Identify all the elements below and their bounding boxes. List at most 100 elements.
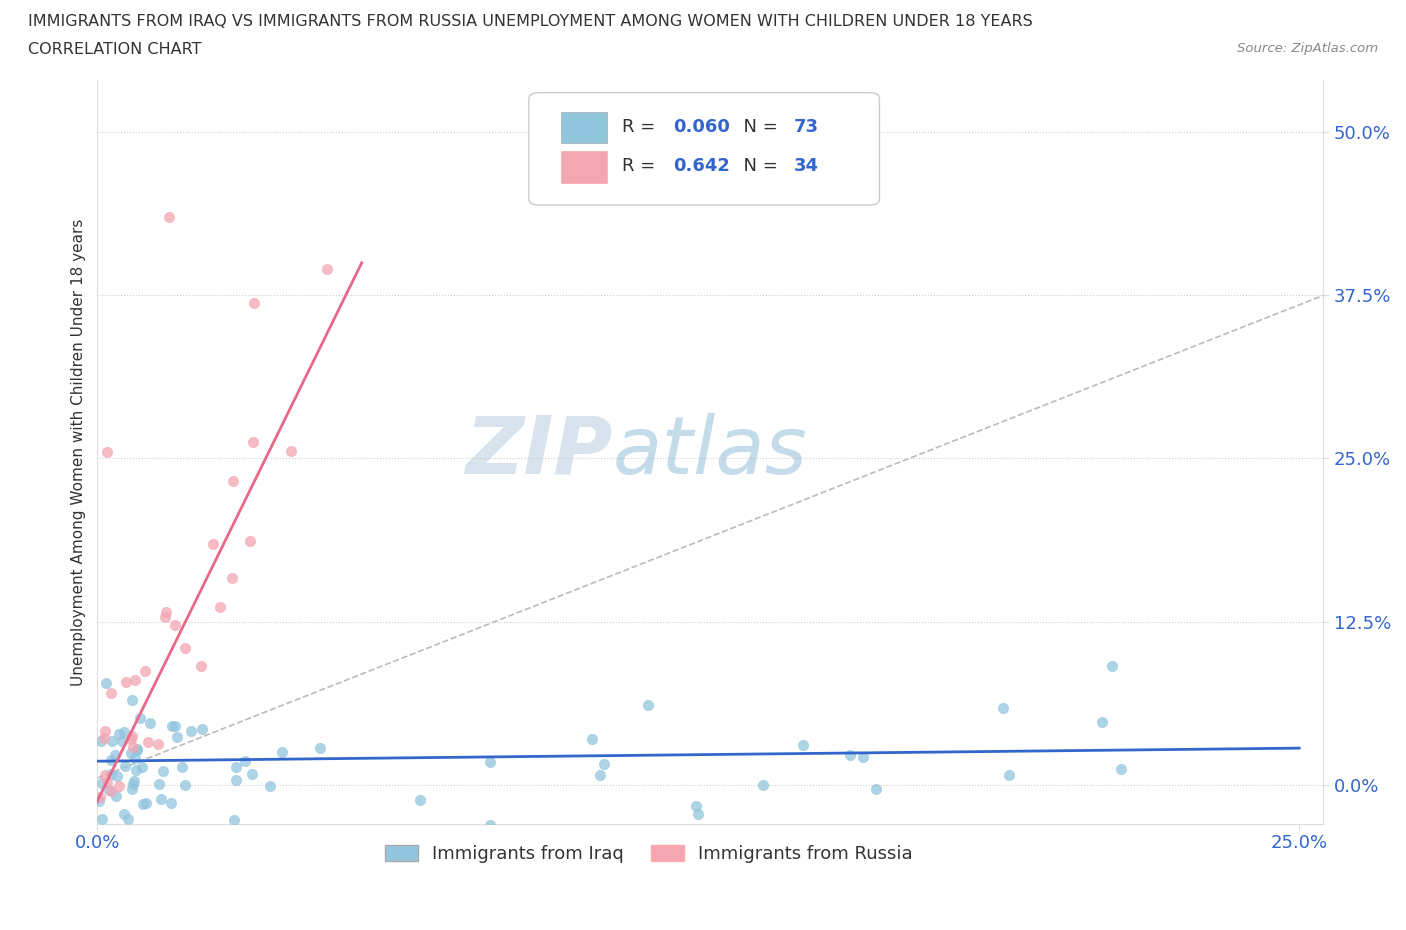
Point [101,734,124,749]
Point [90,776,112,790]
Point [240,766,263,781]
Point [120,745,142,760]
Point [121,781,143,796]
Point [87,793,110,808]
Point [1091,715,1114,730]
Point [225,772,247,787]
Point [998,768,1021,783]
Point [121,777,143,791]
Point [105,769,128,784]
Text: 0.642: 0.642 [673,157,730,176]
Point [242,434,264,449]
Point [94,724,117,738]
Point [104,748,127,763]
Point [90,812,112,827]
Point [686,806,709,821]
Point [124,672,146,687]
Point [839,748,862,763]
Point [221,473,243,488]
Point [97,782,120,797]
Point [134,663,156,678]
Point [173,777,195,792]
Point [108,726,131,741]
Point [94,767,117,782]
Point [685,799,707,814]
Point [1109,762,1132,777]
Point [160,718,183,733]
Point [111,733,134,748]
Point [307,830,329,845]
Point [135,795,157,810]
Point [100,685,122,700]
Point [129,711,152,725]
Point [148,777,170,791]
Text: N =: N = [733,118,785,136]
Point [132,797,155,812]
Text: Source: ZipAtlas.com: Source: ZipAtlas.com [1237,42,1378,55]
Point [173,641,195,656]
Point [479,818,502,833]
Point [991,701,1014,716]
Point [792,737,814,752]
Point [159,209,181,224]
Point [581,731,603,746]
Point [125,763,148,777]
Point [155,604,177,619]
FancyBboxPatch shape [529,93,879,205]
Point [94,676,117,691]
Point [752,777,775,792]
Point [150,791,173,806]
Point [112,724,135,739]
Point [280,444,302,458]
Point [112,838,135,853]
Point [222,813,245,828]
Point [163,618,186,632]
Text: R =: R = [621,157,661,176]
Point [121,739,143,754]
Point [221,570,243,585]
Text: N =: N = [733,157,785,176]
Text: R =: R = [621,118,661,136]
Point [408,792,430,807]
Point [637,698,659,712]
Text: atlas: atlas [612,413,807,491]
Point [121,693,143,708]
FancyBboxPatch shape [561,113,607,143]
Point [87,871,110,886]
Point [225,759,247,774]
Point [100,766,122,781]
Point [259,778,281,793]
Point [184,830,207,845]
Point [588,768,610,783]
Point [114,759,136,774]
Text: ZIP: ZIP [465,413,612,491]
Point [479,755,502,770]
Text: 0.060: 0.060 [673,118,730,136]
Point [190,658,212,673]
Point [315,262,337,277]
Point [89,790,111,804]
Point [121,728,143,743]
Point [115,674,138,689]
Point [180,724,202,738]
Legend: Immigrants from Iraq, Immigrants from Russia: Immigrants from Iraq, Immigrants from Ru… [378,838,920,870]
Point [136,734,159,749]
Point [100,783,122,798]
Point [233,753,256,768]
Point [139,716,162,731]
Point [191,722,214,737]
Point [170,760,193,775]
Point [117,811,139,826]
Point [108,778,131,793]
Text: IMMIGRANTS FROM IRAQ VS IMMIGRANTS FROM RUSSIA UNEMPLOYMENT AMONG WOMEN WITH CHI: IMMIGRANTS FROM IRAQ VS IMMIGRANTS FROM … [28,14,1033,29]
Text: 34: 34 [793,157,818,176]
FancyBboxPatch shape [561,152,607,182]
Point [122,773,145,788]
Point [127,742,149,757]
Text: 73: 73 [793,118,818,136]
Point [852,750,875,764]
Point [93,730,115,745]
Point [238,533,260,548]
Y-axis label: Unemployment Among Women with Children Under 18 years: Unemployment Among Women with Children U… [72,219,86,685]
Point [592,756,614,771]
